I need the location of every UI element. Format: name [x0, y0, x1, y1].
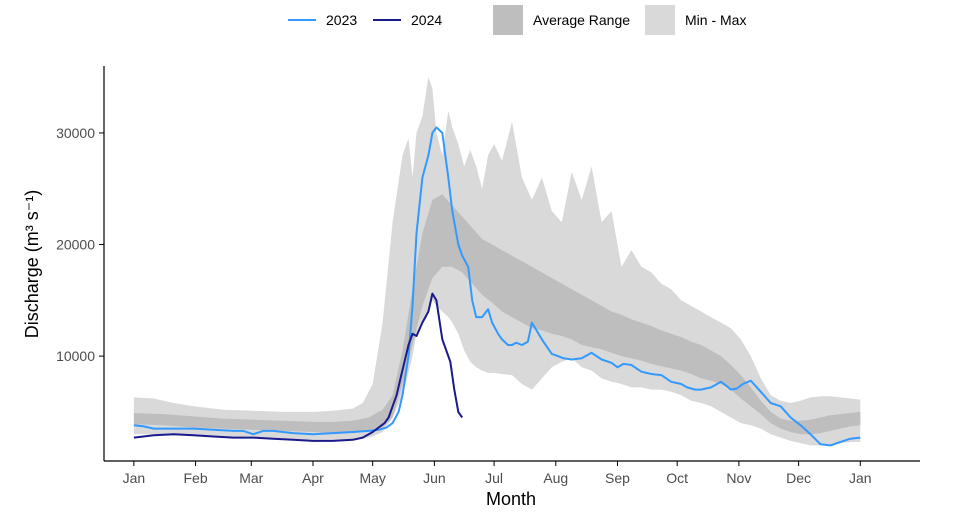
x-tick-label: Jan [849, 470, 872, 486]
legend-key-average-range [493, 5, 523, 35]
axes-layer: 10000 20000 30000 Jan Feb Mar Apr May Jun Jul Aug S… [56, 66, 920, 486]
series-line-2023 [133, 126, 861, 447]
legend-label-2024: 2024 [411, 12, 442, 28]
x-tick-label: Oct [666, 470, 688, 486]
y-tick-label: 10000 [56, 348, 95, 364]
legend-label-average-range: Average Range [533, 12, 630, 28]
y-tick-label: 30000 [56, 125, 95, 141]
x-tick-label: Mar [239, 470, 263, 486]
x-tick-label: Apr [302, 470, 324, 486]
legend: 2023 2024 Average Range Min - Max [288, 5, 746, 35]
legend-item-2024: 2024 [373, 12, 442, 28]
legend-item-average-range: Average Range [493, 5, 630, 35]
x-tick-label: Jul [485, 470, 503, 486]
x-tick-label: Dec [786, 470, 811, 486]
x-tick-label: Jun [423, 470, 446, 486]
lines-layer [133, 126, 861, 447]
legend-item-min-max: Min - Max [645, 5, 746, 35]
series-line-2024 [133, 292, 464, 442]
legend-label-2023: 2023 [326, 12, 357, 28]
x-tick-label: May [359, 470, 385, 486]
bands-layer [133, 77, 861, 446]
legend-key-min-max [645, 5, 675, 35]
x-axis-title: Month [486, 489, 536, 509]
x-tick-label: Sep [605, 470, 630, 486]
x-tick-label: Feb [183, 470, 207, 486]
x-tick-label: Aug [543, 470, 568, 486]
y-tick-label: 20000 [56, 237, 95, 253]
x-tick-label: Jan [123, 470, 146, 486]
y-axis-title: Discharge (m³ s⁻¹) [22, 190, 42, 339]
x-tick-label: Nov [726, 470, 751, 486]
legend-label-min-max: Min - Max [685, 12, 746, 28]
legend-item-2023: 2023 [288, 12, 357, 28]
